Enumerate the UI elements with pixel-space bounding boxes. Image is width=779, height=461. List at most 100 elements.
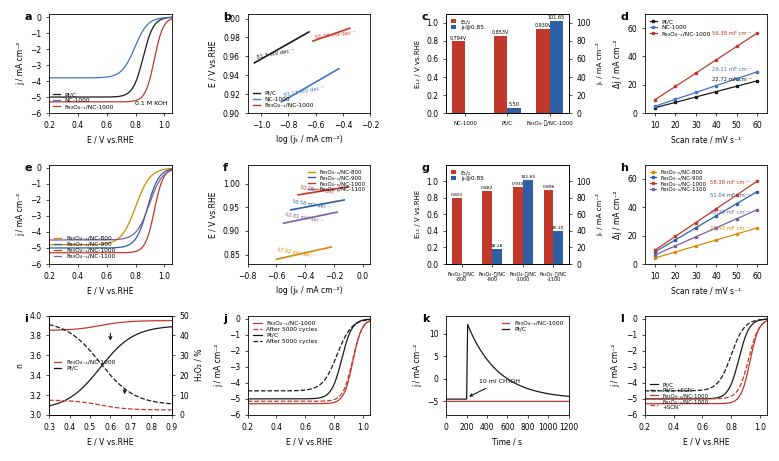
Fe₃O₄₋ₓ/NC-800 bbox=[126, 216, 136, 221]
Fe₃O₄₋ₓ/NC-1100 bbox=[732, 216, 742, 222]
Pt/C bbox=[455, 396, 464, 402]
After 5000 cycles bbox=[243, 398, 252, 404]
X-axis label: E / V vs.RHE: E / V vs.RHE bbox=[286, 437, 332, 446]
Fe₃O₄₋ₓ/NC-1000 bbox=[732, 396, 742, 402]
Legend: E₁/₂, jₖ@0.85: E₁/₂, jₖ@0.85 bbox=[449, 17, 486, 32]
After 5000 cycles bbox=[243, 388, 252, 394]
Fe₃O₄₋ₓ/NC-1100 bbox=[711, 225, 721, 230]
NC-1000 bbox=[44, 75, 54, 81]
Line: Pt/C: Pt/C bbox=[645, 319, 767, 399]
Fe₃O₄₋ₓ/NC-1000 bbox=[76, 250, 85, 255]
Fe₃O₄₋ₓ/NC-1000
+SCN⁻ bbox=[662, 396, 671, 402]
Line: Fe₃O₄₋ₓ/NC-1000: Fe₃O₄₋ₓ/NC-1000 bbox=[49, 321, 171, 330]
Bar bbox=[553, 231, 563, 264]
Fe₃O₄₋ₓ/NC-1100 bbox=[44, 237, 54, 243]
Legend: Pt/C, NC-1000, Fe₃O₄₋ₓ/NC-1000: Pt/C, NC-1000, Fe₃O₄₋ₓ/NC-1000 bbox=[52, 91, 115, 110]
Pt/C bbox=[44, 403, 54, 409]
Text: 0.853V: 0.853V bbox=[492, 30, 509, 35]
Fe₃O₄₋ₓ/NC-1000 bbox=[711, 206, 721, 212]
Fe₃O₄₋ₓ/NC-1000 bbox=[455, 399, 464, 404]
Line: Fe₃O₄₋ₓ/NC-1000: Fe₃O₄₋ₓ/NC-1000 bbox=[654, 180, 759, 252]
Fe₃O₄₋ₓ/NC-1100 bbox=[650, 252, 660, 258]
Fe₃O₄₋ₓ/NC-1000 bbox=[44, 250, 54, 255]
Fe₃O₄₋ₓ/NC-900 bbox=[117, 244, 126, 250]
Bar bbox=[494, 36, 507, 113]
Fe₃O₄₋ₓ/NC-1000 bbox=[133, 319, 143, 324]
Pt/C bbox=[167, 324, 176, 330]
Y-axis label: jₖ / mA cm⁻²: jₖ / mA cm⁻² bbox=[597, 193, 604, 236]
Fe₃O₄₋ₓ/NC-1100 bbox=[136, 221, 146, 226]
Fe₃O₄₋ₓ/NC-800 bbox=[136, 189, 146, 195]
Bar bbox=[544, 190, 553, 264]
Y-axis label: E₁₂ / V vs.RHE: E₁₂ / V vs.RHE bbox=[415, 190, 421, 238]
Fe₃O₄₋ₓ/NC-1000 bbox=[458, 399, 467, 404]
Y-axis label: E / V vs.RHE: E / V vs.RHE bbox=[209, 40, 217, 87]
NC-1000 bbox=[76, 75, 85, 81]
Line: Pt/C: Pt/C bbox=[248, 319, 370, 399]
X-axis label: log (jₖ / mA cm⁻²): log (jₖ / mA cm⁻²) bbox=[276, 286, 342, 295]
After 5000 cycles bbox=[335, 393, 344, 399]
Text: 50.08 mV dec⁻¹: 50.08 mV dec⁻¹ bbox=[315, 30, 356, 41]
Line: Fe₃O₄₋ₓ/NC-1100: Fe₃O₄₋ₓ/NC-1100 bbox=[49, 170, 171, 240]
Fe₃O₄₋ₓ/NC-1000
+SCN⁻ bbox=[640, 396, 650, 402]
Line: Pt/C: Pt/C bbox=[654, 79, 759, 109]
Pt/C bbox=[732, 83, 742, 89]
Text: 0.1 M KOH: 0.1 M KOH bbox=[136, 101, 168, 106]
Pt/C bbox=[451, 396, 460, 402]
Fe₃O₄₋ₓ/NC-1000 bbox=[167, 16, 176, 22]
Fe₃O₄₋ₓ/NC-800 bbox=[691, 243, 700, 249]
Text: g: g bbox=[421, 163, 429, 173]
Text: 58.38 mF cm⁻²: 58.38 mF cm⁻² bbox=[710, 180, 749, 185]
Text: 0.882: 0.882 bbox=[481, 186, 493, 190]
Text: 10 ml CH₃OH: 10 ml CH₃OH bbox=[470, 379, 520, 396]
Fe₃O₄₋ₓ/NC-800 bbox=[44, 242, 54, 248]
Line: Fe₃O₄₋ₓ/NC-1000: Fe₃O₄₋ₓ/NC-1000 bbox=[49, 170, 171, 253]
Bar bbox=[513, 187, 523, 264]
Pt/C bbox=[133, 331, 143, 337]
Bar bbox=[523, 180, 533, 264]
After 5000 cycles bbox=[298, 398, 308, 404]
Fe₃O₄₋ₓ/NC-1000 bbox=[100, 250, 109, 255]
Line: Pt/C: Pt/C bbox=[446, 325, 569, 399]
Fe₃O₄₋ₓ/NC-1000 bbox=[325, 401, 334, 406]
Pt/C bbox=[564, 394, 573, 399]
Pt/C bbox=[100, 95, 109, 100]
Pt/C bbox=[76, 95, 85, 100]
Line: Fe₃O₄₋ₓ/NC-1000: Fe₃O₄₋ₓ/NC-1000 bbox=[654, 32, 759, 101]
NC-1000 bbox=[66, 75, 76, 81]
Fe₃O₄₋ₓ/NC-1000 bbox=[136, 246, 146, 251]
Fe₃O₄₋ₓ/NC-1000 bbox=[671, 84, 680, 89]
Fe₃O₄₋ₓ/NC-1100 bbox=[167, 167, 176, 173]
Line: Fe₃O₄₋ₓ/NC-900: Fe₃O₄₋ₓ/NC-900 bbox=[654, 190, 759, 254]
Line: Fe₃O₄₋ₓ/NC-900: Fe₃O₄₋ₓ/NC-900 bbox=[49, 169, 171, 248]
Fe₃O₄₋ₓ/NC-1000 bbox=[133, 319, 143, 324]
Line: Fe₃O₄₋ₓ/NC-1000: Fe₃O₄₋ₓ/NC-1000 bbox=[49, 19, 171, 102]
After 5000 cycles bbox=[325, 369, 334, 375]
Text: b: b bbox=[223, 12, 231, 22]
Legend: Pt/C, NC-1000, Fe₃O₄₋ₓ/NC-1000: Pt/C, NC-1000, Fe₃O₄₋ₓ/NC-1000 bbox=[251, 89, 316, 110]
Line: Pt/C: Pt/C bbox=[49, 18, 171, 97]
Fe₃O₄₋ₓ/NC-1000 bbox=[122, 319, 131, 325]
Fe₃O₄₋ₓ/NC-1000 bbox=[732, 44, 742, 49]
Text: 18.28: 18.28 bbox=[491, 244, 503, 248]
Fe₃O₄₋ₓ/NC-1000 bbox=[274, 401, 284, 407]
Pt/C bbox=[722, 390, 731, 395]
After 5000 cycles bbox=[365, 317, 375, 322]
X-axis label: E / V vs.RHE: E / V vs.RHE bbox=[682, 437, 729, 446]
Y-axis label: j / mA cm⁻²: j / mA cm⁻² bbox=[16, 193, 25, 236]
Bar bbox=[492, 249, 502, 264]
Fe₃O₄₋ₓ/NC-1000 bbox=[117, 250, 126, 255]
Pt/C bbox=[122, 338, 131, 343]
Fe₃O₄₋ₓ/NC-800 bbox=[100, 241, 109, 247]
Text: a: a bbox=[25, 12, 32, 22]
Fe₃O₄₋ₓ/NC-1000
+SCN⁻ bbox=[696, 396, 705, 402]
Text: 38.29 mF cm⁻²: 38.29 mF cm⁻² bbox=[710, 210, 749, 215]
Pt/C bbox=[274, 396, 284, 402]
Pt/C bbox=[662, 396, 671, 402]
Pt/C bbox=[640, 396, 650, 402]
Text: 29.11 mF cm⁻²: 29.11 mF cm⁻² bbox=[712, 66, 752, 71]
Fe₃O₄₋ₓ/NC-900 bbox=[76, 245, 85, 251]
Pt/C bbox=[126, 88, 136, 93]
Fe₃O₄₋ₓ/NC-900 bbox=[167, 166, 176, 172]
Fe₃O₄₋ₓ/NC-1000 bbox=[93, 323, 102, 329]
